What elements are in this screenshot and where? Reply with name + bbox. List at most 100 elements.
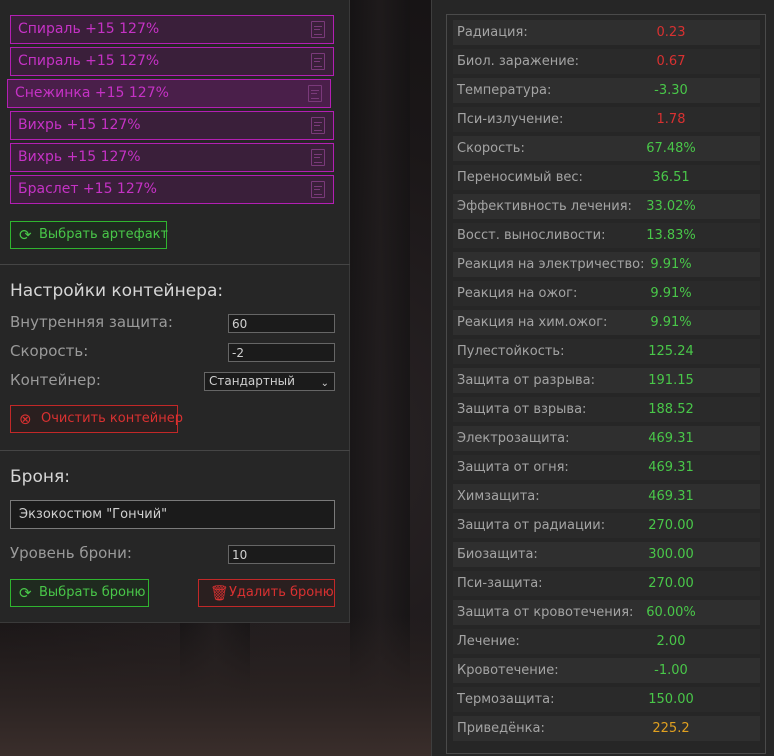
stat-name: Пулестойкость:	[457, 344, 565, 359]
document-icon[interactable]	[308, 85, 322, 102]
select-armor-button[interactable]: ⟳ Выбрать броню	[10, 579, 149, 607]
stat-value: 0.23	[656, 25, 686, 40]
stat-value: 191.15	[648, 373, 694, 388]
clear-container-label: Очистить контейнер	[41, 411, 183, 426]
build-settings-panel: Спираль +15 127% Спираль +15 127% Снежинка…	[0, 0, 350, 623]
artifact-slot[interactable]: Спираль +15 127%	[10, 47, 334, 76]
stat-row: Термозащита: 150.00	[453, 687, 760, 712]
stat-row: Приведёнка: 225.2	[453, 716, 760, 741]
stat-value: 270.00	[648, 576, 694, 591]
stat-name: Защита от взрыва:	[457, 402, 587, 417]
stat-row: Химзащита: 469.31	[453, 484, 760, 509]
artifact-slot[interactable]: Вихрь +15 127%	[10, 111, 334, 140]
delete-armor-label: Удалить броню	[229, 585, 334, 600]
stat-row: Пулестойкость: 125.24	[453, 339, 760, 364]
armor-title: Броня:	[10, 467, 70, 487]
stat-value: 270.00	[648, 518, 694, 533]
stat-row: Биол. заражение: 0.67	[453, 49, 760, 74]
trash-icon: 🗑	[210, 584, 230, 602]
stat-name: Защита от огня:	[457, 460, 569, 475]
artifact-slot[interactable]: Вихрь +15 127%	[10, 143, 334, 172]
stat-row: Защита от взрыва: 188.52	[453, 397, 760, 422]
stat-value: 9.91%	[650, 286, 692, 301]
container-type-label: Контейнер:	[10, 371, 101, 389]
stat-row: Реакция на ожог: 9.91%	[453, 281, 760, 306]
document-icon[interactable]	[311, 181, 325, 198]
document-icon[interactable]	[311, 53, 325, 70]
inner-protection-label: Внутренняя защита:	[10, 313, 173, 331]
stat-name: Температура:	[457, 83, 552, 98]
stat-row: Электрозащита: 469.31	[453, 426, 760, 451]
artifact-slot[interactable]: Спираль +15 127%	[10, 15, 334, 44]
stat-value: 188.52	[648, 402, 694, 417]
stat-name: Электрозащита:	[457, 431, 570, 446]
stat-name: Пси-излучение:	[457, 112, 564, 127]
refresh-icon: ⟳	[19, 226, 32, 244]
select-artifact-button[interactable]: ⟳ Выбрать артефакт	[10, 221, 169, 249]
stat-value: 469.31	[648, 431, 694, 446]
stat-row: Пси-излучение: 1.78	[453, 107, 760, 132]
stat-row: Защита от радиации: 270.00	[453, 513, 760, 538]
stat-row: Радиация: 0.23	[453, 20, 760, 45]
inner-protection-input[interactable]	[228, 314, 335, 333]
stat-name: Химзащита:	[457, 489, 540, 504]
divider	[0, 264, 350, 265]
stat-row: Биозащита: 300.00	[453, 542, 760, 567]
stat-value: 300.00	[648, 547, 694, 562]
document-icon[interactable]	[311, 149, 325, 166]
stat-value: 9.91%	[650, 315, 692, 330]
stat-name: Биол. заражение:	[457, 54, 580, 69]
stat-value: 0.67	[656, 54, 686, 69]
stat-row: Пси-защита: 270.00	[453, 571, 760, 596]
delete-armor-button[interactable]: 🗑 Удалить броню	[198, 579, 335, 607]
stat-name: Восст. выносливости:	[457, 228, 606, 243]
stat-name: Приведёнка:	[457, 721, 545, 736]
stat-name: Реакция на хим.ожог:	[457, 315, 608, 330]
document-icon[interactable]	[311, 117, 325, 134]
container-type-select[interactable]: Стандартный ⌄	[204, 372, 335, 391]
stat-value: -3.30	[654, 83, 688, 98]
artifact-label: Спираль +15 127%	[18, 53, 160, 69]
stat-value: 469.31	[648, 489, 694, 504]
stat-value: 2.00	[656, 634, 686, 649]
stat-row: Защита от кровотечения: 60.00%	[453, 600, 760, 625]
stat-name: Защита от разрыва:	[457, 373, 595, 388]
stat-row: Кровотечение: -1.00	[453, 658, 760, 683]
stat-name: Кровотечение:	[457, 663, 559, 678]
artifact-label: Снежинка +15 127%	[15, 85, 169, 101]
artifact-label: Вихрь +15 127%	[18, 149, 141, 165]
container-settings-title: Настройки контейнера:	[10, 281, 224, 301]
stat-name: Скорость:	[457, 141, 525, 156]
artifact-slot[interactable]: Снежинка +15 127%	[7, 79, 331, 108]
stat-value: 33.02%	[646, 199, 696, 214]
stat-value: 13.83%	[646, 228, 696, 243]
stat-row: Температура: -3.30	[453, 78, 760, 103]
speed-input[interactable]	[228, 343, 335, 362]
stat-name: Защита от кровотечения:	[457, 605, 634, 620]
artifact-label: Вихрь +15 127%	[18, 117, 141, 133]
close-circle-icon: ⊗	[19, 410, 32, 428]
stat-name: Защита от радиации:	[457, 518, 606, 533]
speed-label: Скорость:	[10, 342, 89, 360]
stat-row: Скорость: 67.48%	[453, 136, 760, 161]
stat-value: 469.31	[648, 460, 694, 475]
artifact-slot[interactable]: Браслет +15 127%	[10, 175, 334, 204]
stat-value: 1.78	[656, 112, 686, 127]
armor-level-input[interactable]	[228, 545, 335, 564]
stat-name: Пси-защита:	[457, 576, 543, 591]
divider	[0, 450, 350, 451]
stat-value: 60.00%	[646, 605, 696, 620]
armor-level-label: Уровень брони:	[10, 544, 132, 562]
select-armor-label: Выбрать броню	[39, 585, 146, 600]
container-type-value: Стандартный	[209, 374, 295, 388]
stat-name: Реакция на ожог:	[457, 286, 578, 301]
stat-name: Лечение:	[457, 634, 520, 649]
armor-name-field[interactable]: Экзокостюм "Гончий"	[10, 500, 335, 529]
clear-container-button[interactable]: ⊗ Очистить контейнер	[10, 405, 183, 433]
document-icon[interactable]	[311, 21, 325, 38]
stat-row: Эффективность лечения: 33.02%	[453, 194, 760, 219]
stat-row: Переносимый вес: 36.51	[453, 165, 760, 190]
stat-row: Защита от огня: 469.31	[453, 455, 760, 480]
select-artifact-label: Выбрать артефакт	[39, 227, 169, 242]
stat-row: Защита от разрыва: 191.15	[453, 368, 760, 393]
